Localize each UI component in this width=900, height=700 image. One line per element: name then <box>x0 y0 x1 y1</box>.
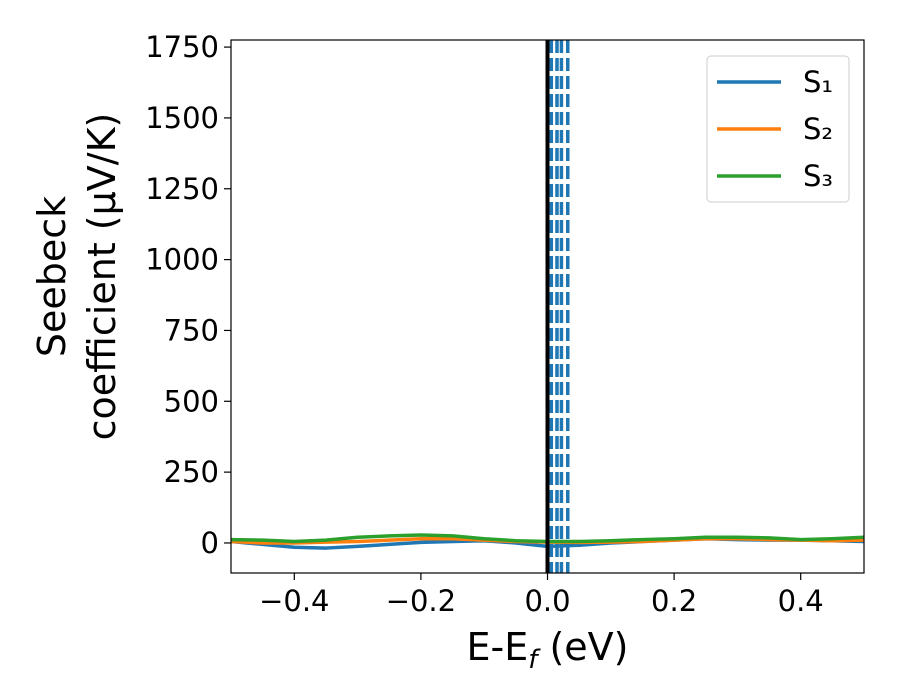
y-tick-label: 1750 <box>145 30 219 64</box>
x-axis-label-suffix: (eV) <box>537 625 628 669</box>
x-axis-label-main: E-E <box>467 625 529 669</box>
x-axis-label: E-Ef (eV) <box>467 625 629 675</box>
legend-label: S₁ <box>803 65 833 99</box>
y-tick-label: 500 <box>164 384 219 418</box>
y-tick-label: 1500 <box>145 101 219 135</box>
legend-label: S₃ <box>803 159 833 193</box>
x-tick-label: −0.2 <box>386 584 456 618</box>
plot-frame <box>230 39 865 574</box>
y-tick-label: 750 <box>164 313 219 347</box>
y-axis-label: Seebeck <box>30 196 74 357</box>
legend-label: S₂ <box>803 112 833 146</box>
y-tick-label: 0 <box>201 526 219 560</box>
y-tick-label: 250 <box>164 455 219 489</box>
x-tick-label: 0.4 <box>778 584 824 618</box>
x-tick-label: 0.2 <box>651 584 697 618</box>
y-tick-label: 1000 <box>145 243 219 277</box>
y-tick-label: 1250 <box>145 172 219 206</box>
x-tick-label: 0.0 <box>524 584 570 618</box>
y-axis-label: coefficient (μV/K) <box>80 113 124 441</box>
x-tick-label: −0.4 <box>259 584 329 618</box>
